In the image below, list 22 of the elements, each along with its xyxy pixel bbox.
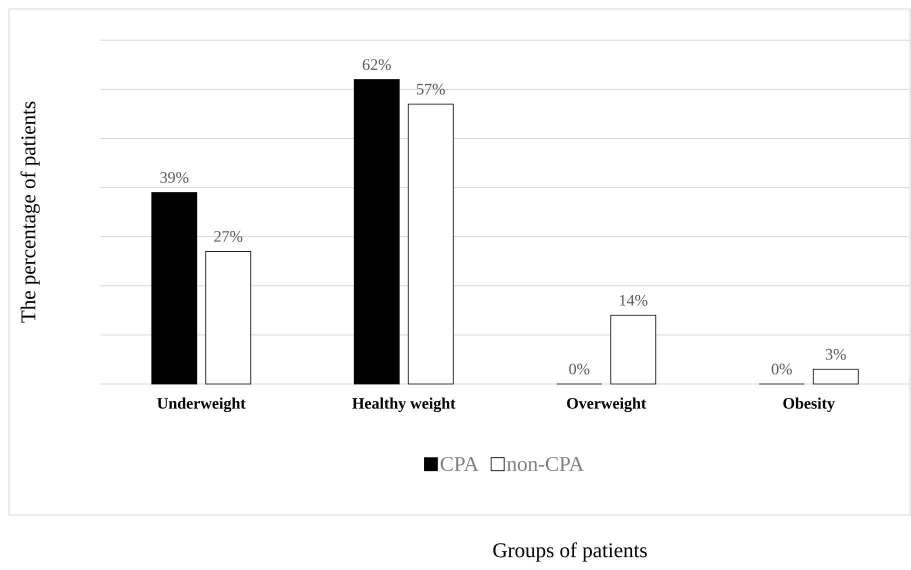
data-label: 0% <box>772 364 792 374</box>
data-label: 3% <box>826 348 846 360</box>
y-axis-title: The percentage of patients <box>20 102 40 323</box>
bar <box>354 79 400 384</box>
x-tick-label: Underweight <box>157 398 246 412</box>
x-tick-label: Healthy weight <box>352 398 456 412</box>
x-tick-label: Obesity <box>783 398 835 412</box>
bar <box>151 192 198 384</box>
data-label: 0% <box>569 364 590 374</box>
bar <box>610 314 656 384</box>
bar <box>812 368 859 384</box>
legend-label: non-CPA <box>507 456 584 472</box>
bar <box>408 104 454 384</box>
data-label: 27% <box>214 231 242 242</box>
text: Groups of patients <box>493 542 647 562</box>
data-label: 57% <box>417 84 445 95</box>
x-tick-label: Overweight <box>567 398 646 412</box>
legend-label: CPA <box>440 456 479 472</box>
bar <box>205 251 252 384</box>
data-label: 14% <box>620 294 648 306</box>
data-label: 39% <box>160 172 188 183</box>
data-label: 62% <box>362 59 391 70</box>
